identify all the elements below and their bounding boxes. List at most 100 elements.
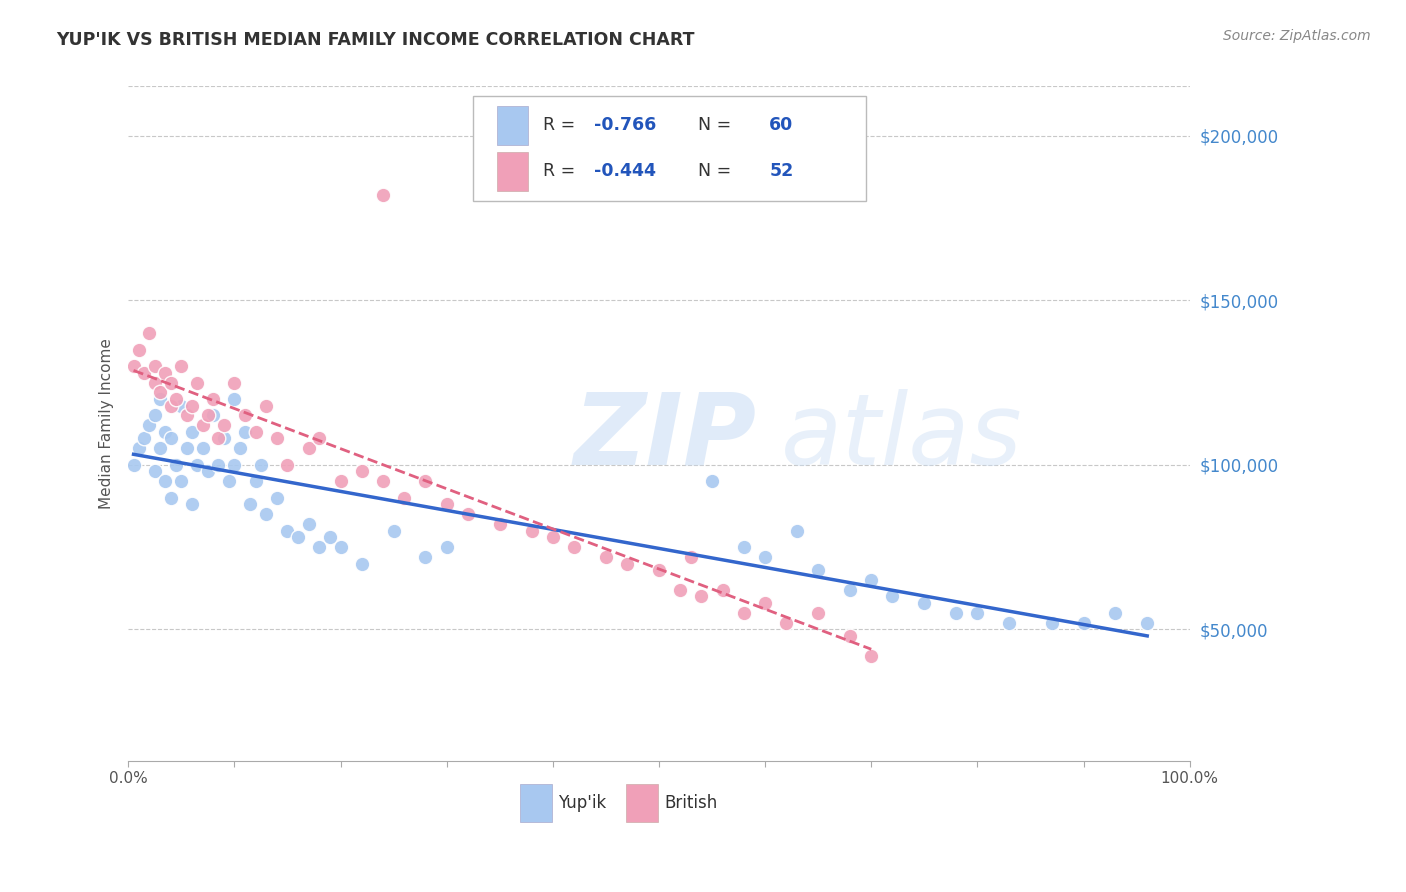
Point: [457, 507, 479, 521]
Text: ZIP: ZIP: [574, 389, 756, 485]
Point: [155, 366, 177, 380]
Point: [149, 385, 172, 400]
Point: [224, 376, 246, 390]
Point: [308, 432, 330, 446]
Point: [733, 540, 755, 554]
Point: [860, 573, 883, 587]
Point: [207, 432, 229, 446]
Text: 52: 52: [769, 162, 793, 180]
Point: [165, 392, 187, 406]
Point: [170, 399, 193, 413]
Point: [155, 425, 177, 439]
Y-axis label: Median Family Income: Median Family Income: [100, 338, 114, 509]
Point: [520, 524, 543, 538]
Point: [350, 464, 373, 478]
Point: [298, 516, 321, 531]
Point: [276, 458, 298, 472]
Text: R =: R =: [543, 116, 581, 135]
Point: [966, 606, 988, 620]
Text: British: British: [664, 794, 717, 812]
Point: [1136, 615, 1159, 630]
Point: [786, 524, 808, 538]
Point: [245, 425, 267, 439]
Point: [392, 491, 415, 505]
Text: Yup'ik: Yup'ik: [558, 794, 606, 812]
Point: [595, 549, 617, 564]
Point: [207, 458, 229, 472]
Point: [212, 418, 235, 433]
Point: [298, 442, 321, 456]
Point: [128, 343, 150, 357]
Point: [128, 442, 150, 456]
Point: [371, 188, 394, 202]
Point: [181, 425, 204, 439]
Point: [562, 540, 585, 554]
Point: [912, 596, 935, 610]
Point: [149, 442, 172, 456]
Point: [218, 475, 240, 489]
Text: N =: N =: [686, 162, 737, 180]
Point: [945, 606, 967, 620]
Point: [1104, 606, 1126, 620]
Point: [700, 475, 723, 489]
Point: [138, 418, 160, 433]
Point: [159, 399, 181, 413]
Point: [122, 359, 145, 373]
Point: [319, 530, 342, 544]
Point: [754, 549, 776, 564]
Text: R =: R =: [543, 162, 581, 180]
Point: [329, 475, 352, 489]
Text: YUP'IK VS BRITISH MEDIAN FAMILY INCOME CORRELATION CHART: YUP'IK VS BRITISH MEDIAN FAMILY INCOME C…: [56, 31, 695, 49]
Point: [176, 409, 198, 423]
Point: [138, 326, 160, 341]
Point: [186, 458, 208, 472]
Point: [616, 557, 638, 571]
Point: [329, 540, 352, 554]
Point: [350, 557, 373, 571]
Point: [143, 409, 166, 423]
Point: [669, 582, 692, 597]
Point: [191, 418, 214, 433]
Point: [882, 590, 904, 604]
Point: [382, 524, 405, 538]
Point: [266, 432, 288, 446]
Point: [122, 458, 145, 472]
Point: [159, 491, 181, 505]
Point: [711, 582, 734, 597]
Point: [998, 615, 1021, 630]
Point: [181, 497, 204, 511]
FancyBboxPatch shape: [496, 152, 529, 191]
Point: [143, 359, 166, 373]
Point: [202, 409, 225, 423]
Point: [415, 475, 437, 489]
Point: [233, 409, 256, 423]
Text: -0.766: -0.766: [595, 116, 657, 135]
Point: [170, 359, 193, 373]
Point: [202, 392, 225, 406]
Point: [245, 475, 267, 489]
Text: N =: N =: [686, 116, 737, 135]
Point: [254, 507, 277, 521]
Point: [690, 590, 713, 604]
Point: [186, 376, 208, 390]
Point: [839, 582, 862, 597]
Text: -0.444: -0.444: [595, 162, 657, 180]
Point: [754, 596, 776, 610]
Point: [436, 497, 458, 511]
FancyBboxPatch shape: [520, 784, 551, 822]
Point: [134, 366, 156, 380]
Point: [287, 530, 309, 544]
Point: [860, 648, 883, 663]
Point: [197, 409, 219, 423]
Point: [224, 392, 246, 406]
Text: 60: 60: [769, 116, 793, 135]
Point: [159, 432, 181, 446]
Point: [197, 464, 219, 478]
Point: [807, 606, 830, 620]
Point: [170, 475, 193, 489]
Point: [807, 563, 830, 577]
Point: [191, 442, 214, 456]
Point: [250, 458, 273, 472]
Point: [149, 392, 172, 406]
Point: [733, 606, 755, 620]
